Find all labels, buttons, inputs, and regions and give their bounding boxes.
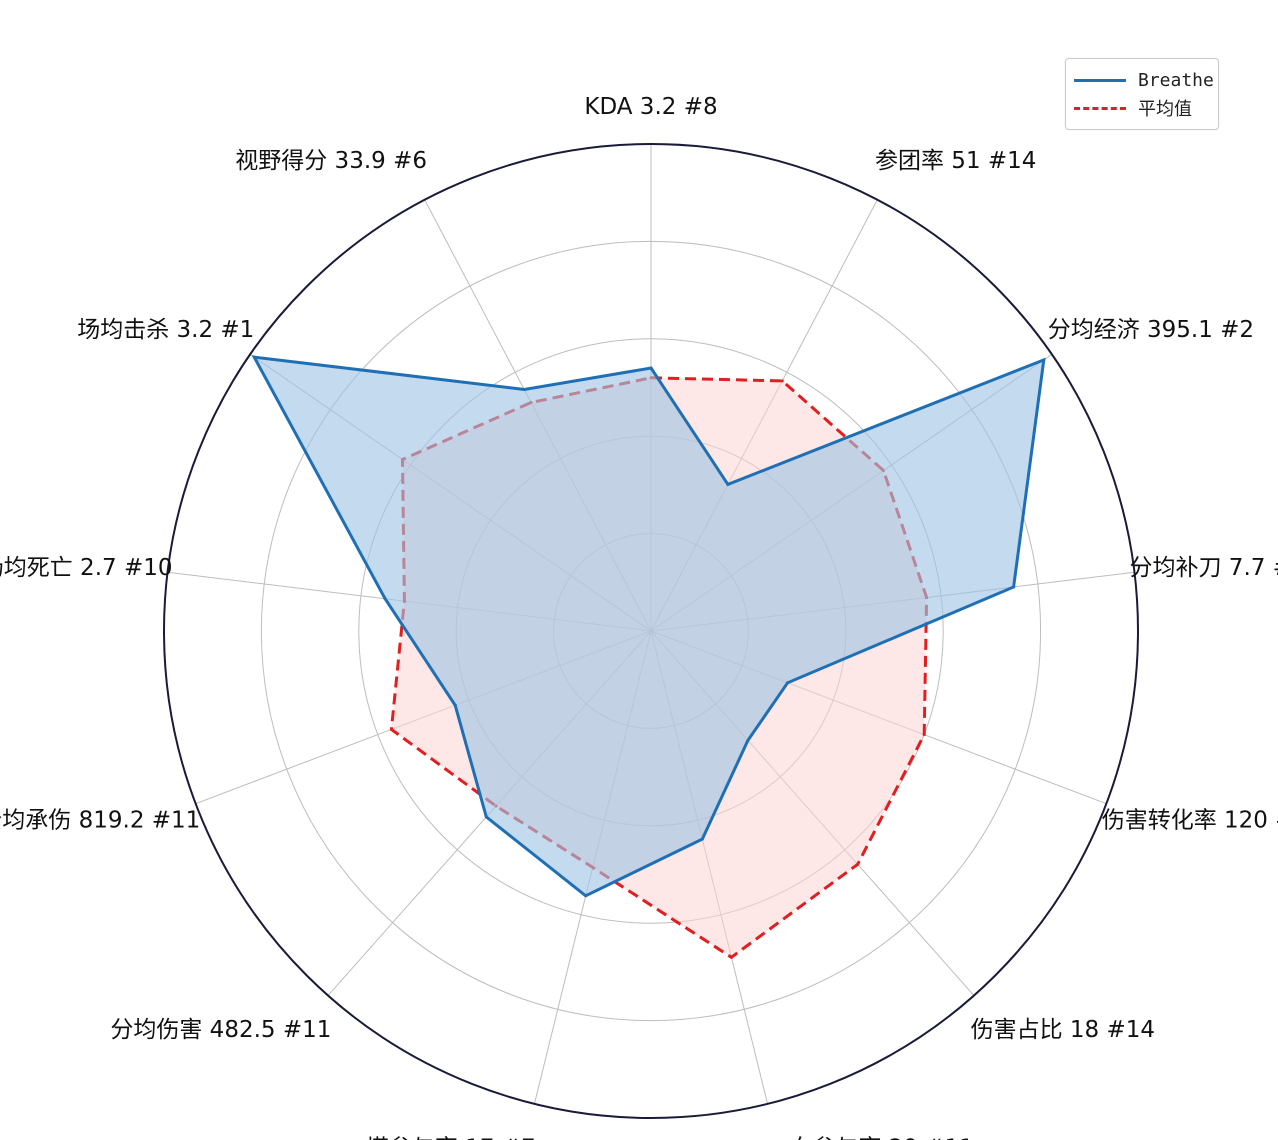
legend-label-average: 平均值 xyxy=(1138,99,1192,120)
series-point-average-9 xyxy=(389,727,393,731)
axis-label-8: 分均伤害 482.5 #11 xyxy=(110,1017,331,1043)
axis-label-10: 场均死亡 2.7 #10 xyxy=(0,555,173,581)
series-point-breathe-10 xyxy=(383,597,387,601)
series-point-average-5 xyxy=(856,862,860,866)
legend-item-average: 平均值 xyxy=(1074,95,1192,121)
series-point-average-4 xyxy=(922,733,926,737)
series-point-breathe-4 xyxy=(786,681,790,685)
axis-label-0: KDA 3.2 #8 xyxy=(584,94,717,120)
series-layer xyxy=(251,355,1046,960)
series-point-breathe-9 xyxy=(453,703,457,707)
legend: Breathe 平均值 xyxy=(1065,58,1219,130)
axis-label-2: 分均经济 395.1 #2 xyxy=(1048,317,1254,343)
axis-label-3: 分均补刀 7.7 #5 xyxy=(1130,555,1278,581)
series-point-breathe-6 xyxy=(700,837,704,841)
series-point-average-6 xyxy=(729,955,733,959)
legend-swatch-average xyxy=(1074,106,1126,110)
series-point-breathe-11 xyxy=(252,355,256,359)
axis-label-9: 分均承伤 819.2 #11 xyxy=(0,808,200,834)
axis-labels: KDA 3.2 #8 参团率 51 #14 分均经济 395.1 #2 分均补刀 7.… xyxy=(0,94,1278,1140)
axis-label-12: 视野得分 33.9 #6 xyxy=(235,148,427,174)
series-point-breathe-7 xyxy=(584,894,588,898)
series-point-average-1 xyxy=(780,379,784,383)
legend-item-breathe: Breathe xyxy=(1074,67,1214,93)
series-area-breathe xyxy=(254,357,1044,896)
axis-label-1: 参团率 51 #14 xyxy=(875,148,1036,174)
series-point-breathe-0 xyxy=(649,366,653,370)
series-point-breathe-8 xyxy=(484,815,488,819)
axis-label-6: 一血参与率 29 #11 xyxy=(766,1136,973,1140)
series-point-breathe-5 xyxy=(746,738,750,742)
legend-label-breathe: Breathe xyxy=(1138,69,1214,91)
radar-outer-frame xyxy=(163,143,1139,1119)
axis-label-7: 一塔参与率 17 #7 xyxy=(343,1136,536,1140)
series-point-breathe-12 xyxy=(522,388,526,392)
legend-swatch-breathe xyxy=(1074,78,1126,82)
axis-label-5: 伤害占比 18 #14 xyxy=(971,1017,1155,1043)
axis-label-4: 伤害转化率 120 #14 xyxy=(1102,808,1278,834)
series-point-breathe-3 xyxy=(1012,585,1016,589)
series-line-breathe xyxy=(251,355,1046,898)
axis-label-11: 场均击杀 3.2 #1 xyxy=(77,317,254,343)
series-point-breathe-2 xyxy=(1042,358,1046,362)
series-point-breathe-1 xyxy=(726,482,730,486)
